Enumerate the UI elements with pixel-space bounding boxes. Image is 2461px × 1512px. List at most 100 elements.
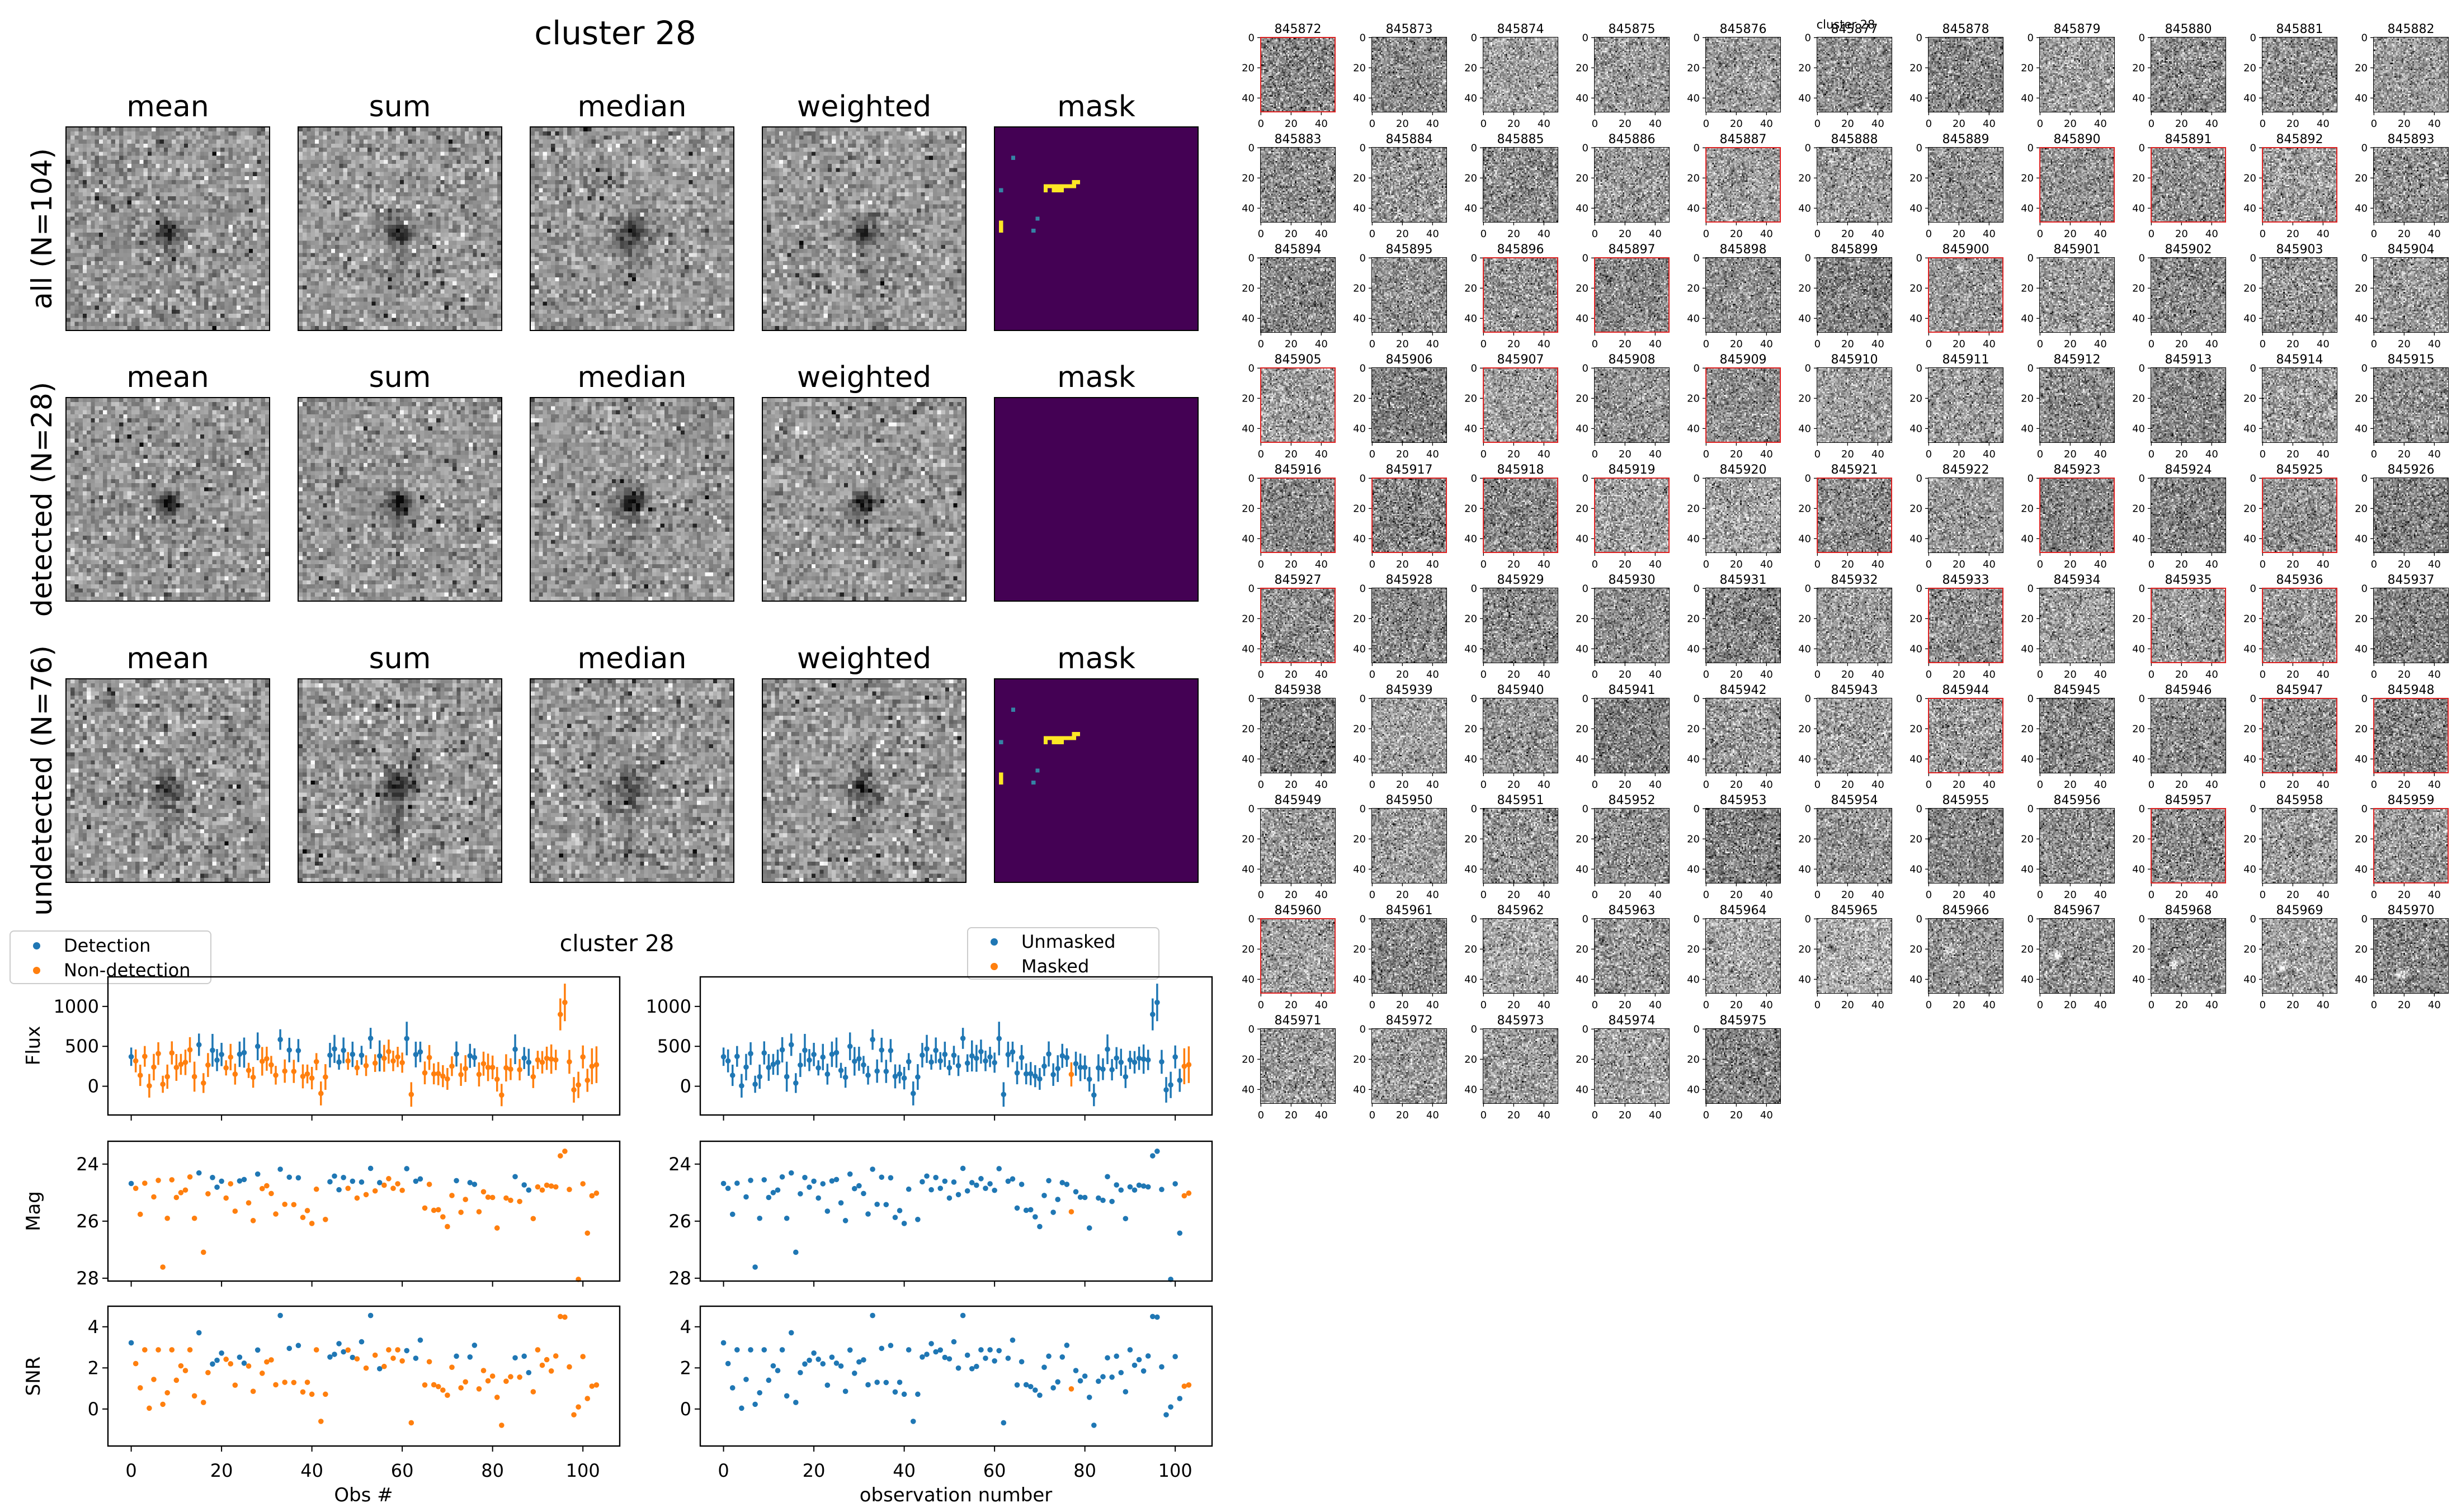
thumb-ytick-label: 0 — [1916, 362, 1922, 374]
thumb-xtick-label: 0 — [2371, 228, 2377, 240]
thumb-canvas-845919 — [1595, 479, 1668, 552]
data-point-marker — [548, 1368, 554, 1374]
data-point-marker — [901, 1075, 907, 1081]
data-point-marker — [951, 1339, 957, 1345]
data-point-marker — [942, 1051, 948, 1057]
data-point-marker — [757, 1390, 762, 1396]
data-point-marker — [173, 1194, 180, 1201]
data-point-marker — [345, 1185, 351, 1191]
thumb-ytick-label: 20 — [2021, 393, 2034, 404]
thumb-ytick-label: 40 — [1687, 313, 1700, 324]
data-point-marker — [1023, 1382, 1029, 1388]
thumb-ytick-label: 20 — [1798, 393, 1811, 404]
data-point-marker — [1077, 1065, 1083, 1070]
data-point-marker — [435, 1207, 441, 1213]
thumb-xtick-label: 20 — [1953, 448, 1965, 460]
data-point-marker — [449, 1364, 455, 1370]
thumb-ytick-label: 40 — [1576, 202, 1588, 214]
data-point-marker — [295, 1175, 301, 1181]
data-point-marker — [404, 1166, 410, 1171]
thumb-title-845961: 845961 — [1386, 904, 1433, 918]
thumb-canvas-845945 — [2040, 698, 2114, 773]
thumb-ytick-label: 0 — [2028, 803, 2034, 815]
data-point-marker — [463, 1197, 469, 1202]
data-point-marker — [219, 1051, 224, 1057]
data-point-marker — [521, 1182, 527, 1188]
data-point-marker — [1077, 1378, 1083, 1384]
data-point-marker — [359, 1179, 365, 1185]
thumb-xtick-label: 40 — [2428, 779, 2441, 791]
thumb-ytick-label: 40 — [1798, 92, 1811, 104]
data-point-marker — [489, 1194, 496, 1201]
thumb-xtick-label: 20 — [1285, 448, 1298, 460]
thumb-canvas-845894 — [1261, 258, 1335, 332]
x-tick-label: 100 — [566, 1460, 600, 1481]
thumb-xtick-label: 20 — [2398, 338, 2411, 350]
thumb-xtick-label: 20 — [2175, 889, 2188, 901]
thumb-canvas-845902 — [2151, 258, 2226, 332]
thumb-ytick-label: 0 — [1694, 803, 1700, 815]
thumb-xtick-label: 40 — [1538, 338, 1550, 350]
thumb-xtick-label: 0 — [2260, 338, 2266, 350]
data-point-marker — [363, 1192, 369, 1198]
data-point-marker — [1105, 1174, 1110, 1180]
data-point-marker — [417, 1337, 423, 1343]
data-point-marker — [593, 1190, 600, 1196]
thumb-845872 — [1260, 37, 1336, 112]
data-point-marker — [829, 1178, 835, 1184]
thumb-xtick-label: 40 — [1426, 889, 1439, 901]
data-point-marker — [201, 1080, 206, 1086]
thumb-ytick-label: 40 — [1353, 202, 1366, 214]
thumb-845920 — [1705, 478, 1781, 553]
data-point-marker — [915, 1216, 921, 1222]
thumb-canvas-845892 — [2263, 148, 2336, 221]
thumb-xtick-label: 0 — [1258, 779, 1264, 791]
thumb-title-845882: 845882 — [2388, 22, 2435, 36]
thumb-ytick-label: 0 — [1360, 362, 1366, 374]
thumb-xtick-label: 40 — [1538, 889, 1550, 901]
data-point-marker — [752, 1264, 758, 1270]
data-point-marker — [440, 1387, 446, 1393]
data-point-marker — [725, 1058, 731, 1064]
thumb-xtick-label: 20 — [1841, 448, 1854, 460]
thumb-ytick-label: 40 — [1910, 423, 1922, 434]
thumb-ytick-label: 20 — [1242, 833, 1255, 845]
thumb-xtick-label: 0 — [1592, 118, 1598, 130]
thumb-xtick-label: 20 — [1285, 669, 1298, 681]
thumb-ytick-label: 20 — [1464, 62, 1477, 74]
data-point-marker — [169, 1177, 175, 1183]
stamp-canvas-detected-weighted — [763, 398, 965, 601]
data-point-marker — [151, 1377, 157, 1382]
data-point-marker — [309, 1221, 315, 1226]
thumb-canvas-845936 — [2263, 589, 2336, 662]
thumb-title-845940: 845940 — [1497, 683, 1544, 697]
data-point-marker — [521, 1055, 527, 1061]
stamp-canvas-detected-mean — [67, 398, 269, 601]
data-point-marker — [151, 1194, 157, 1200]
data-point-marker — [182, 1060, 188, 1065]
thumb-xtick-label: 20 — [1507, 559, 1520, 570]
data-point-marker — [1019, 1182, 1025, 1187]
thumb-845963 — [1594, 918, 1670, 994]
data-point-marker — [318, 1090, 324, 1097]
thumb-ytick-label: 40 — [1464, 643, 1477, 655]
thumb-xtick-label: 20 — [1396, 448, 1409, 460]
thumb-ytick-label: 0 — [2361, 693, 2368, 705]
thumb-ytick-label: 40 — [1576, 974, 1588, 985]
data-point-marker — [951, 1052, 957, 1059]
data-point-marker — [386, 1176, 392, 1182]
data-point-marker — [196, 1042, 202, 1048]
thumb-title-845951: 845951 — [1497, 793, 1544, 807]
thumb-845945 — [2039, 698, 2115, 773]
data-point-marker — [381, 1363, 387, 1369]
thumb-canvas-845898 — [1706, 258, 1780, 332]
thumb-ytick-label: 40 — [1464, 753, 1477, 765]
data-point-marker — [223, 1357, 229, 1362]
thumb-845896 — [1483, 257, 1558, 333]
thumb-ytick-label: 20 — [2355, 723, 2368, 735]
thumb-xtick-label: 20 — [2398, 118, 2411, 130]
thumb-xtick-label: 0 — [1258, 448, 1264, 460]
thumb-xtick-label: 20 — [1507, 448, 1520, 460]
data-point-marker — [367, 1312, 374, 1319]
data-point-marker — [147, 1083, 152, 1089]
